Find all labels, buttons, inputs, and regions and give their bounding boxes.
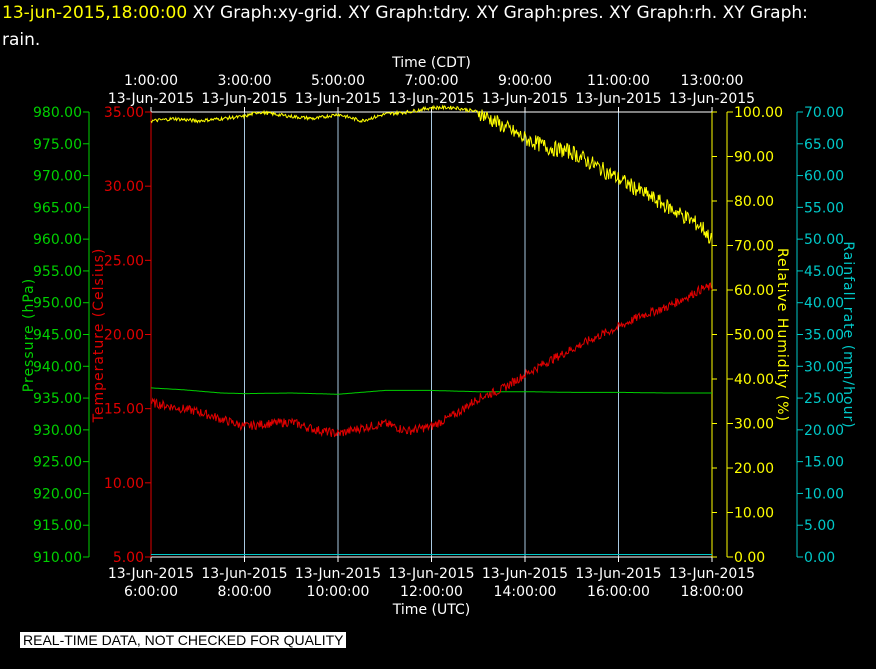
pressure-tick-label: 950.00 xyxy=(33,296,82,312)
rain-tick-label: 5.00 xyxy=(804,518,835,534)
axis-labels: 13-Jun-2015 6:00:00 1:00:00 13-Jun-2015 13-J… xyxy=(21,55,856,618)
rain-tick-label: 35.00 xyxy=(804,328,844,344)
x-tick-label-utc-time: 12:00:00 xyxy=(400,584,463,600)
rain-tick-label: 30.00 xyxy=(804,359,844,375)
pressure-tick-label: 930.00 xyxy=(33,423,82,439)
x-tick-label-cdt-time: 9:00:00 xyxy=(498,73,552,89)
pressure-series-line xyxy=(151,387,712,395)
rain-tick-label: 60.00 xyxy=(804,169,844,185)
x-tick-label-utc-time: 14:00:00 xyxy=(494,584,557,600)
humidity-tick-label: 10.00 xyxy=(734,506,774,522)
humidity-tick-label: 20.00 xyxy=(734,461,774,477)
x-axis-title-utc: Time (UTC) xyxy=(392,602,470,618)
rain-tick-label: 55.00 xyxy=(804,200,844,216)
humidity-axis-title: Relative Humidity (%) xyxy=(774,248,790,422)
temperature-tick-label: 5.00 xyxy=(113,550,144,566)
x-tick-label-cdt-date: 13-Jun-2015 xyxy=(482,91,568,107)
x-tick-label-cdt-date: 13-Jun-2015 xyxy=(575,91,661,107)
temperature-tick-label: 20.00 xyxy=(104,328,144,344)
rain-tick-label: 65.00 xyxy=(804,137,844,153)
pressure-axis-title: Pressure (hPa) xyxy=(21,278,37,392)
pressure-tick-label: 975.00 xyxy=(33,137,82,153)
rain-tick-label: 15.00 xyxy=(804,455,844,471)
x-tick-label-utc-time: 10:00:00 xyxy=(307,584,370,600)
humidity-tick-label: 60.00 xyxy=(734,283,774,299)
rain-tick-label: 10.00 xyxy=(804,486,844,502)
x-tick-label-utc-date: 13-Jun-2015 xyxy=(575,566,661,582)
humidity-tick-label: 50.00 xyxy=(734,328,774,344)
x-tick-label-utc-date: 13-Jun-2015 xyxy=(388,566,474,582)
humidity-tick-label: 80.00 xyxy=(734,194,774,210)
x-tick-label-cdt-time: 13:00:00 xyxy=(681,73,744,89)
x-tick-label-cdt-date: 13-Jun-2015 xyxy=(669,91,755,107)
x-tick-label-cdt-time: 1:00:00 xyxy=(124,73,178,89)
x-tick-label-utc-time: 16:00:00 xyxy=(587,584,650,600)
x-tick-label-cdt-date: 13-Jun-2015 xyxy=(295,91,381,107)
humidity-tick-label: 70.00 xyxy=(734,239,774,255)
pressure-tick-label: 940.00 xyxy=(33,359,82,375)
rain-tick-label: 0.00 xyxy=(804,550,835,566)
x-tick-label-utc-time: 8:00:00 xyxy=(218,584,272,600)
x-tick-label-cdt-date: 13-Jun-2015 xyxy=(201,91,287,107)
rain-tick-label: 45.00 xyxy=(804,264,844,280)
x-tick-label-cdt-time: 7:00:00 xyxy=(405,73,459,89)
humidity-tick-label: 90.00 xyxy=(734,150,774,166)
timestamp: 13-jun-2015,18:00:00 xyxy=(2,3,188,23)
rain-tick-label: 40.00 xyxy=(804,296,844,312)
x-tick-label-utc-time: 18:00:00 xyxy=(681,584,744,600)
series-lines xyxy=(150,104,713,555)
temperature-tick-label: 35.00 xyxy=(104,105,144,121)
pressure-tick-label: 945.00 xyxy=(33,328,82,344)
pressure-tick-label: 915.00 xyxy=(33,518,82,534)
temperature-tick-label: 10.00 xyxy=(104,476,144,492)
pressure-tick-label: 970.00 xyxy=(33,169,82,185)
pressure-tick-label: 980.00 xyxy=(33,105,82,121)
rain-tick-label: 20.00 xyxy=(804,423,844,439)
humidity-tick-label: 40.00 xyxy=(734,372,774,388)
x-tick-label-cdt-time: 3:00:00 xyxy=(218,73,272,89)
title-text: XY Graph:xy-grid. XY Graph:tdry. XY Grap… xyxy=(187,3,808,23)
temperature-tick-label: 25.00 xyxy=(104,253,144,269)
axes xyxy=(83,107,803,562)
x-tick-label-cdt-date: 13-Jun-2015 xyxy=(108,91,194,107)
pressure-tick-label: 955.00 xyxy=(33,264,82,280)
pressure-tick-label: 925.00 xyxy=(33,455,82,471)
pressure-tick-label: 910.00 xyxy=(33,550,82,566)
x-tick-label-utc-date: 13-Jun-2015 xyxy=(108,566,194,582)
temperature-axis-title: Temperature (Celsius) xyxy=(91,248,107,424)
chart-title: 13-jun-2015,18:00:00 XY Graph:xy-grid. X… xyxy=(0,0,876,54)
x-tick-label-utc-date: 13-Jun-2015 xyxy=(482,566,568,582)
rain-tick-label: 25.00 xyxy=(804,391,844,407)
quality-disclaimer: REAL-TIME DATA, NOT CHECKED FOR QUALITY xyxy=(20,632,347,648)
pressure-tick-label: 960.00 xyxy=(33,232,82,248)
pressure-tick-label: 935.00 xyxy=(33,391,82,407)
temperature-tick-label: 30.00 xyxy=(104,179,144,195)
gridlines xyxy=(244,112,619,557)
x-tick-label-cdt-date: 13-Jun-2015 xyxy=(388,91,474,107)
humidity-tick-label: 0.00 xyxy=(734,550,765,566)
x-tick-label-utc-date: 13-Jun-2015 xyxy=(201,566,287,582)
temperature-series-line xyxy=(150,282,713,438)
x-tick-label-utc-time: 6:00:00 xyxy=(124,584,178,600)
x-tick-label-cdt-time: 11:00:00 xyxy=(587,73,650,89)
title-text-line2: rain. xyxy=(2,30,41,50)
humidity-series-line xyxy=(150,104,713,244)
temperature-tick-label: 15.00 xyxy=(104,402,144,418)
x-axis-title-cdt: Time (CDT) xyxy=(391,55,471,71)
x-tick-label-utc-date: 13-Jun-2015 xyxy=(669,566,755,582)
rain-axis-title: Rainfall rate (mm/hour) xyxy=(840,241,856,428)
x-tick-label-utc-date: 13-Jun-2015 xyxy=(295,566,381,582)
pressure-tick-label: 965.00 xyxy=(33,200,82,216)
rain-tick-label: 50.00 xyxy=(804,232,844,248)
rain-tick-label: 70.00 xyxy=(804,105,844,121)
pressure-tick-label: 920.00 xyxy=(33,486,82,502)
humidity-tick-label: 30.00 xyxy=(734,417,774,433)
x-tick-label-cdt-time: 5:00:00 xyxy=(311,73,365,89)
humidity-tick-label: 100.00 xyxy=(734,105,783,121)
